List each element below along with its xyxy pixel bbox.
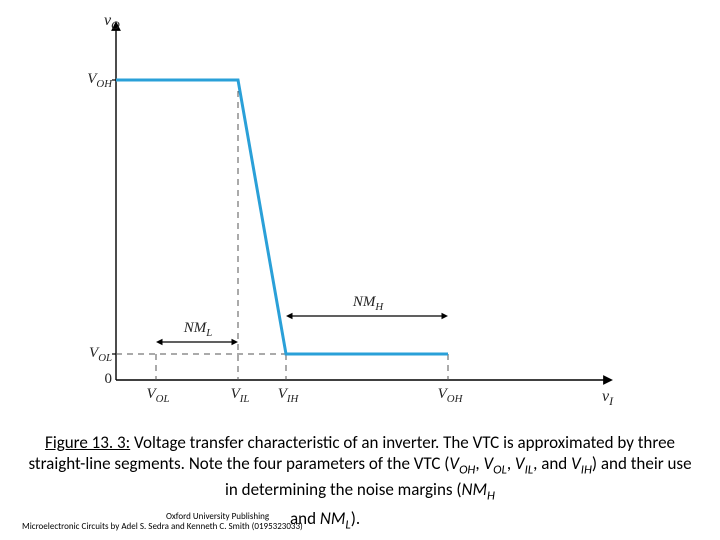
nmend-post: ). [351,508,360,529]
nml-sub: L [206,327,212,339]
xtick-vih-sub: IH [287,393,298,405]
figure-caption: Figure 13. 3: Voltage transfer character… [22,432,698,504]
caption-p3s: IL [525,463,534,478]
xtick-vil-v: V [231,386,240,402]
nmend-p: NM [320,508,346,529]
ytick-label-vol: VOL [76,345,112,364]
vtc-chart: vO vI VOH VOL 0 VOL VIL VIH VOH NML [72,14,622,424]
ytick-voh-sub: OH [96,78,112,90]
xtick-label-vil: VIL [220,386,260,405]
xtick-voh-sub: OH [447,393,463,405]
caption-p1s: OH [459,463,475,478]
xtick-vol-sub: OL [156,393,170,405]
xtick-voh-v: V [438,386,447,402]
x-axis-title: vI [602,388,613,409]
ytick-voh-v: V [87,71,96,87]
caption-p2s: OL [493,463,507,478]
ytick-label-voh: VOH [76,71,112,90]
nmh-label: NMH [338,294,398,313]
xtick-label-vol: VOL [138,386,178,405]
caption-p5s: H [487,488,495,503]
x-axis-title-sub: I [609,394,613,408]
caption-sep2: , [507,453,515,474]
caption-p1: V [449,453,459,474]
caption-p4: V [571,453,581,474]
xtick-vil-sub: IL [240,393,250,405]
nml-label: NML [170,320,226,339]
caption-p4s: IH [581,463,592,478]
caption-lead: Figure 13. 3: [45,432,130,453]
caption-p5: NM [462,479,488,500]
nmh-text: NM [353,294,376,310]
vtc-chart-svg [72,14,622,424]
ytick-zero: 0 [105,371,113,387]
ytick-vol-sub: OL [98,352,112,364]
footer-book: Microelectronic Circuits by Adel S. Sedr… [22,521,303,532]
ytick-label-zero: 0 [94,371,112,388]
caption-p3: V [515,453,525,474]
caption-sep3: , and [533,453,571,474]
caption-p2: V [483,453,493,474]
ytick-vol-v: V [89,345,98,361]
y-axis-title: vO [104,12,120,33]
xtick-vol-v: V [147,386,156,402]
y-axis-title-sub: O [111,18,120,32]
xtick-vih-v: V [278,386,287,402]
nml-text: NM [184,320,207,336]
nmh-sub: H [375,301,383,313]
vtc-curve [116,80,448,354]
page-root: vO vI VOH VOL 0 VOL VIL VIH VOH NML [0,0,720,540]
xtick-label-voh: VOH [430,386,470,405]
xtick-label-vih: VIH [268,386,308,405]
